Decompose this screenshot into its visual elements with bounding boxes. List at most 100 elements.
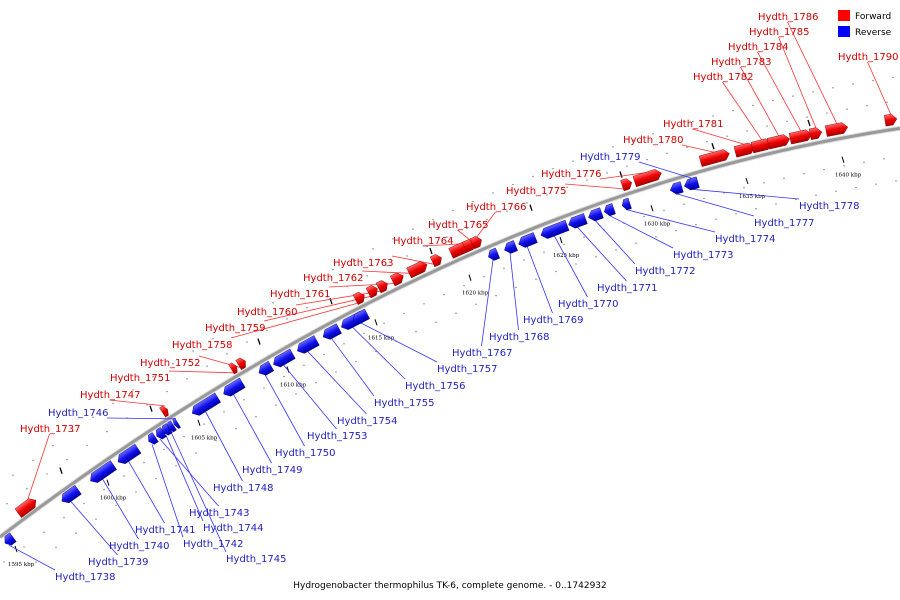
reverse-gene-label[interactable]: Hydth_1757 bbox=[437, 364, 498, 375]
forward-gene-label[interactable]: Hydth_1763 bbox=[333, 258, 394, 269]
reverse-gene-label[interactable]: Hydth_1767 bbox=[452, 348, 513, 359]
reverse-gene-arrow[interactable] bbox=[602, 203, 616, 217]
reverse-gene-arrow[interactable] bbox=[350, 308, 370, 326]
reverse-gene-label[interactable]: Hydth_1741 bbox=[135, 525, 196, 536]
forward-gene-arrow[interactable] bbox=[14, 496, 39, 518]
forward-gene-arrow[interactable] bbox=[632, 168, 663, 188]
forward-gene-arrow[interactable] bbox=[406, 259, 430, 279]
forward-gene-arrow[interactable] bbox=[159, 405, 170, 418]
reverse-gene-arrow[interactable] bbox=[669, 181, 684, 196]
forward-gene-arrow[interactable] bbox=[808, 127, 823, 141]
forward-gene-label[interactable]: Hydth_1782 bbox=[693, 72, 754, 83]
forward-gene-arrow[interactable] bbox=[235, 356, 249, 371]
reverse-gene-label[interactable]: Hydth_1778 bbox=[799, 201, 860, 212]
reverse-gene-arrow[interactable] bbox=[620, 197, 632, 211]
forward-gene-label[interactable]: Hydth_1776 bbox=[541, 169, 602, 180]
reverse-gene-label[interactable]: Hydth_1746 bbox=[48, 408, 109, 419]
reverse-gene-label[interactable]: Hydth_1779 bbox=[580, 152, 641, 163]
reverse-gene-arrow[interactable] bbox=[271, 348, 296, 369]
forward-gene-label[interactable]: Hydth_1781 bbox=[663, 119, 724, 130]
reverse-gene-label[interactable]: Hydth_1769 bbox=[523, 315, 584, 326]
forward-gene-label[interactable]: Hydth_1783 bbox=[711, 57, 772, 68]
reverse-gene-arrow[interactable] bbox=[115, 443, 142, 467]
forward-gene-label[interactable]: Hydth_1751 bbox=[110, 373, 171, 384]
forward-gene-arrow[interactable] bbox=[375, 279, 390, 294]
forward-gene-label[interactable]: Hydth_1780 bbox=[623, 135, 684, 146]
forward-gene-arrow[interactable] bbox=[352, 290, 367, 305]
reverse-gene-arrow[interactable] bbox=[2, 532, 17, 548]
forward-gene-label[interactable]: Hydth_1758 bbox=[172, 340, 233, 351]
forward-gene-arrow[interactable] bbox=[884, 113, 898, 127]
forward-gene-label[interactable]: Hydth_1785 bbox=[749, 27, 810, 38]
reverse-gene-arrow[interactable] bbox=[189, 392, 221, 418]
forward-gene-label[interactable]: Hydth_1747 bbox=[80, 390, 141, 401]
track-dot bbox=[615, 249, 617, 251]
reverse-gene-label[interactable]: Hydth_1774 bbox=[715, 234, 776, 245]
reverse-gene-label[interactable]: Hydth_1770 bbox=[558, 299, 619, 310]
forward-gene-label[interactable]: Hydth_1786 bbox=[758, 12, 819, 23]
track-dot bbox=[123, 475, 125, 477]
reverse-gene-arrow[interactable] bbox=[59, 484, 82, 506]
reverse-gene-arrow[interactable] bbox=[160, 423, 173, 437]
reverse-gene-label[interactable]: Hydth_1768 bbox=[489, 332, 550, 343]
forward-gene-arrow[interactable] bbox=[620, 177, 634, 192]
reverse-gene-label[interactable]: Hydth_1754 bbox=[337, 416, 398, 427]
reverse-gene-label[interactable]: Hydth_1773 bbox=[673, 250, 734, 261]
reverse-gene-label[interactable]: Hydth_1750 bbox=[275, 448, 336, 459]
reverse-gene-label[interactable]: Hydth_1744 bbox=[203, 523, 264, 534]
reverse-gene-label[interactable]: Hydth_1771 bbox=[597, 283, 658, 294]
reverse-gene-arrow[interactable] bbox=[486, 247, 501, 262]
forward-gene-label[interactable]: Hydth_1752 bbox=[140, 358, 201, 369]
forward-gene-arrow[interactable] bbox=[824, 122, 849, 137]
reverse-gene-arrow[interactable] bbox=[171, 417, 181, 429]
forward-gene-arrow[interactable] bbox=[389, 271, 406, 287]
track-dot bbox=[132, 389, 134, 391]
reverse-gene-arrow[interactable] bbox=[517, 232, 538, 249]
reverse-gene-arrow[interactable] bbox=[567, 213, 588, 230]
reverse-gene-arrow[interactable] bbox=[146, 432, 159, 447]
reverse-gene-arrow[interactable] bbox=[154, 427, 167, 441]
forward-gene-arrow[interactable] bbox=[469, 235, 484, 250]
forward-gene-arrow[interactable] bbox=[766, 133, 791, 150]
reverse-gene-arrow[interactable] bbox=[539, 219, 570, 240]
reverse-gene-arrow[interactable] bbox=[221, 377, 246, 399]
reverse-gene-label[interactable]: Hydth_1743 bbox=[189, 508, 250, 519]
reverse-gene-label[interactable]: Hydth_1740 bbox=[109, 541, 170, 552]
forward-gene-label[interactable]: Hydth_1790 bbox=[838, 52, 899, 63]
track-dot bbox=[215, 440, 217, 442]
reverse-gene-label[interactable]: Hydth_1739 bbox=[88, 557, 149, 568]
reverse-gene-label[interactable]: Hydth_1772 bbox=[635, 266, 696, 277]
forward-gene-label[interactable]: Hydth_1760 bbox=[237, 307, 298, 318]
reverse-gene-arrow[interactable] bbox=[295, 335, 320, 356]
forward-gene-label[interactable]: Hydth_1764 bbox=[393, 236, 454, 247]
reverse-gene-arrow[interactable] bbox=[320, 323, 342, 342]
reverse-gene-label[interactable]: Hydth_1748 bbox=[213, 483, 274, 494]
forward-gene-label[interactable]: Hydth_1775 bbox=[506, 186, 567, 197]
forward-gene-label[interactable]: Hydth_1766 bbox=[466, 202, 527, 213]
reverse-gene-label[interactable]: Hydth_1745 bbox=[226, 554, 287, 565]
forward-gene-arrow[interactable] bbox=[228, 362, 240, 375]
reverse-gene-label[interactable]: Hydth_1777 bbox=[754, 218, 815, 229]
reverse-gene-arrow[interactable] bbox=[87, 460, 117, 486]
reverse-gene-arrow[interactable] bbox=[687, 176, 700, 190]
forward-gene-label[interactable]: Hydth_1761 bbox=[270, 289, 331, 300]
reverse-gene-label[interactable]: Hydth_1755 bbox=[374, 398, 435, 409]
reverse-gene-arrow[interactable] bbox=[587, 207, 604, 223]
forward-gene-arrow[interactable] bbox=[429, 253, 444, 268]
forward-gene-arrow[interactable] bbox=[788, 129, 813, 145]
reverse-gene-label[interactable]: Hydth_1742 bbox=[183, 539, 244, 550]
reverse-gene-label[interactable]: Hydth_1749 bbox=[242, 465, 303, 476]
forward-gene-label[interactable]: Hydth_1784 bbox=[728, 42, 789, 53]
reverse-gene-arrow[interactable] bbox=[502, 240, 518, 255]
forward-gene-label[interactable]: Hydth_1765 bbox=[428, 220, 489, 231]
reverse-gene-label[interactable]: Hydth_1753 bbox=[307, 431, 368, 442]
reverse-gene-label[interactable]: Hydth_1738 bbox=[55, 572, 116, 583]
reverse-gene-arrow[interactable] bbox=[256, 360, 275, 378]
reverse-gene-arrow[interactable] bbox=[165, 420, 177, 433]
forward-gene-label[interactable]: Hydth_1737 bbox=[20, 424, 81, 435]
forward-gene-label[interactable]: Hydth_1762 bbox=[303, 273, 364, 284]
forward-gene-label[interactable]: Hydth_1759 bbox=[205, 323, 266, 334]
forward-gene-arrow[interactable] bbox=[365, 284, 380, 299]
forward-gene-arrow[interactable] bbox=[698, 148, 731, 167]
reverse-gene-label[interactable]: Hydth_1756 bbox=[405, 381, 466, 392]
